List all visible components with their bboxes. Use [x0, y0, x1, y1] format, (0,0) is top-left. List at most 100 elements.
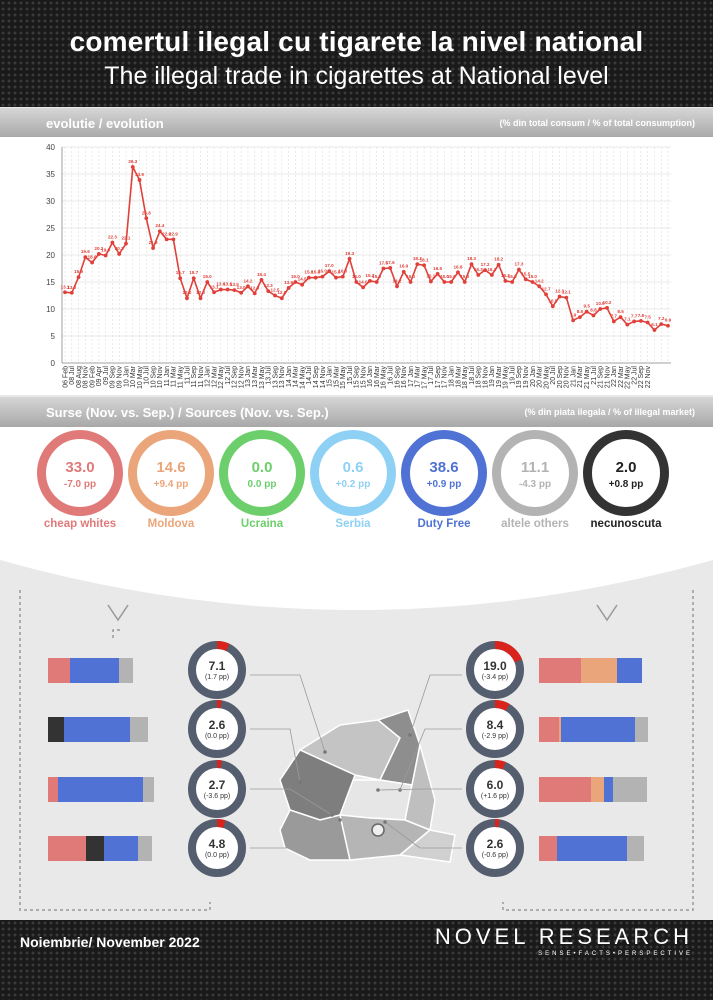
x-tick-label: 13 Jul — [266, 366, 273, 385]
data-label: 36.3 — [128, 159, 137, 164]
x-tick-label: 22 Jul — [631, 366, 638, 385]
x-tick-label: 17 Mar — [415, 365, 422, 387]
x-tick-label: 11 Nov — [198, 366, 205, 388]
data-point — [435, 272, 440, 276]
x-tick-label: 12 Nov — [238, 366, 245, 389]
data-point — [151, 246, 155, 250]
data-label: 20.2 — [94, 246, 103, 251]
data-label: 16.3 — [487, 267, 496, 272]
data-label: 15.7 — [189, 270, 198, 275]
data-label: 19.3 — [345, 251, 354, 256]
data-label: 12.7 — [542, 286, 551, 291]
x-tick-label: 14 Jul — [306, 366, 313, 385]
source-name: Moldova — [147, 518, 195, 530]
data-label: 18.1 — [420, 257, 429, 262]
data-point — [591, 313, 596, 318]
x-tick-label: 21 Sep — [598, 366, 605, 388]
region-value: 2.6 — [486, 837, 504, 851]
data-point — [198, 296, 203, 301]
bar-segment — [539, 777, 591, 802]
data-label: 15.1 — [426, 273, 435, 278]
x-tick-label: 13 Sep — [272, 366, 279, 388]
data-point — [517, 267, 521, 272]
bar-segment — [143, 777, 154, 802]
x-tick-label: 12 May — [218, 366, 225, 389]
bar-segment — [539, 836, 557, 861]
data-label: 22.9 — [169, 231, 178, 236]
region-donut — [188, 641, 246, 699]
data-point — [185, 296, 189, 301]
x-tick-label: 11 Jul — [184, 366, 191, 385]
data-label: 15.0 — [352, 274, 361, 279]
source-value: 0.0 — [251, 459, 273, 476]
x-tick-label: 14 Jan — [286, 366, 293, 387]
data-label: 14.2 — [243, 278, 252, 283]
brand-tagline: SENSE•FACTS•PERSPECTIVE — [538, 951, 693, 957]
x-tick-label: 15 Nov — [360, 366, 367, 389]
x-tick-label: 17 Nov — [442, 366, 449, 389]
data-point — [598, 307, 603, 311]
data-point — [63, 290, 67, 295]
data-point — [327, 269, 332, 274]
data-point — [69, 290, 74, 295]
x-tick-label: 09 Sep — [110, 366, 117, 388]
x-tick-label: 19 Jul — [509, 366, 516, 385]
x-tick-label: 15 May — [340, 366, 347, 389]
data-label: 14.0 — [359, 279, 368, 284]
data-label: 14.2 — [393, 278, 402, 283]
data-point — [96, 252, 101, 256]
region-delta: (-0.6 pp) — [481, 852, 509, 859]
data-point — [456, 270, 460, 275]
data-point — [618, 315, 623, 319]
data-point — [178, 276, 183, 281]
data-point — [388, 266, 393, 270]
data-label: 12.0 — [277, 290, 286, 295]
x-tick-label: 09 Nov — [117, 366, 124, 389]
data-point — [300, 282, 305, 287]
data-label: 16.5 — [433, 266, 442, 271]
data-point — [225, 287, 230, 292]
data-label: 6.9 — [665, 318, 672, 323]
data-point — [171, 237, 176, 242]
data-point — [239, 290, 244, 295]
data-point — [164, 237, 169, 242]
bar-segment — [539, 717, 559, 742]
data-point — [144, 216, 149, 221]
region-value: 2.7 — [208, 778, 226, 792]
region-donut — [188, 760, 246, 818]
data-point — [422, 263, 426, 268]
region-value: 4.8 — [208, 837, 226, 851]
data-label: 8.5 — [617, 309, 624, 314]
data-point — [415, 262, 420, 267]
title-english: The illegal trade in cigarettes at Natio… — [104, 62, 609, 90]
data-point — [489, 273, 494, 277]
data-point — [367, 279, 372, 283]
region-value: 8.4 — [486, 718, 504, 732]
data-label: 12.3 — [555, 289, 564, 294]
x-tick-label: 20 Jul — [550, 366, 557, 385]
x-tick-label: 09 Apr — [96, 365, 103, 386]
source-delta: +0.9 pp — [426, 479, 462, 490]
data-point — [273, 293, 277, 298]
data-point — [124, 241, 128, 246]
x-tick-label: 11 Mar — [171, 365, 178, 387]
region-share-arc — [188, 819, 246, 877]
bar-segment — [104, 836, 138, 861]
data-point — [191, 276, 196, 281]
data-point — [212, 290, 216, 295]
x-tick-label: 11 Jan — [164, 366, 171, 387]
x-tick-label: 12 Mar — [211, 365, 218, 387]
data-label: 7.9 — [570, 312, 577, 317]
source-circle: 33.0 -7.0 pp — [37, 430, 123, 516]
sources-label: Surse (Nov. vs. Sep.) / Sources (Nov. vs… — [46, 405, 329, 420]
data-point — [137, 178, 142, 182]
data-point — [530, 280, 535, 284]
data-label: 15.0 — [447, 274, 456, 279]
data-point — [638, 318, 643, 323]
x-tick-label: 19 Nov — [523, 366, 530, 389]
source-delta: -7.0 pp — [63, 479, 97, 490]
y-tick-label: 10 — [46, 305, 55, 314]
bar-segment — [539, 658, 581, 683]
source-value: 38.6 — [429, 459, 459, 476]
data-label: 16.0 — [318, 269, 327, 274]
